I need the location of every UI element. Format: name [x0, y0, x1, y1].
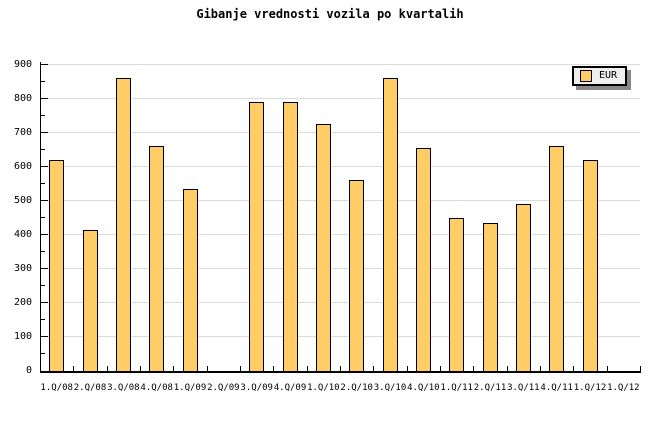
legend-swatch-icon [580, 70, 592, 82]
bar-1.Q/08 [49, 159, 65, 371]
bar-3.Q/08 [115, 78, 131, 371]
x-tick-label: 3.Q/11 [507, 383, 540, 393]
x-tick-label: 4.Q/09 [273, 383, 307, 393]
x-tick [440, 366, 441, 371]
x-tick [406, 366, 408, 371]
x-tick-label: 2.Q/08 [73, 383, 107, 393]
bar-3.Q/10 [382, 78, 398, 371]
y-major-tick [41, 234, 48, 236]
bar-4.Q/08 [149, 146, 165, 371]
gridline [40, 98, 640, 100]
x-tick [606, 366, 608, 371]
x-tick-label: 2.Q/10 [340, 383, 373, 393]
y-tick-label: 900 [13, 58, 32, 70]
x-tick-label: 2.Q/11 [473, 383, 507, 393]
x-tick [640, 366, 641, 371]
bar-2.Q/10 [349, 180, 365, 371]
x-tick [373, 366, 375, 371]
gridline [40, 132, 640, 134]
gridline [40, 302, 640, 304]
bar-2.Q/11 [482, 222, 498, 371]
x-tick [206, 366, 208, 371]
y-tick-label: 400 [13, 228, 32, 240]
chart-title: Gibanje vrednosti vozila po kvartalih [196, 7, 464, 21]
y-major-tick [41, 302, 48, 304]
x-tick [473, 366, 475, 371]
y-minor-tick [41, 319, 45, 321]
y-major-tick [41, 166, 48, 168]
bar-1.Q/09 [182, 188, 198, 371]
x-tick [573, 366, 575, 371]
x-tick-label: 1.Q/11 [440, 383, 473, 393]
y-tick-label: 100 [13, 330, 32, 342]
x-tick-label: 3.Q/10 [373, 383, 407, 393]
y-tick-label: 500 [13, 194, 32, 206]
x-tick [273, 366, 275, 371]
x-tick [306, 366, 308, 371]
y-tick-label: 800 [13, 92, 32, 104]
x-tick [106, 366, 108, 371]
y-tick-label: 700 [13, 126, 32, 138]
y-minor-tick [41, 217, 45, 219]
gridline [40, 268, 640, 270]
x-axis-line [40, 371, 641, 373]
bar-1.Q/12 [582, 159, 598, 371]
y-major-tick [41, 64, 48, 65]
x-tick [73, 366, 75, 371]
x-tick [173, 366, 175, 371]
x-tick-label: 2.Q/09 [207, 383, 240, 393]
x-tick [140, 366, 141, 371]
y-minor-tick [41, 183, 45, 185]
bar-4.Q/09 [282, 101, 298, 371]
x-tick [506, 366, 508, 371]
gridline [40, 200, 640, 202]
y-minor-tick [41, 285, 45, 287]
x-tick-label: 4.Q/11 [540, 383, 573, 393]
y-tick-label: 200 [13, 296, 32, 308]
x-tick-label: 4.Q/08 [140, 383, 173, 393]
x-tick-label: 3.Q/08 [107, 383, 140, 393]
x-tick [340, 366, 341, 371]
legend-label: EUR [599, 70, 618, 81]
bar-3.Q/11 [515, 204, 531, 371]
x-tick-label: 3.Q/09 [240, 383, 273, 393]
x-tick [240, 366, 241, 371]
gridline [40, 336, 640, 338]
y-tick-label: 300 [13, 262, 32, 274]
y-major-tick [41, 98, 48, 100]
y-major-tick [41, 200, 48, 202]
gridline [40, 234, 640, 236]
y-tick-label: 0 [25, 365, 32, 376]
x-tick [540, 366, 541, 371]
x-tick-label: 1.Q/09 [173, 383, 207, 393]
gridline [40, 64, 640, 65]
y-minor-tick [41, 353, 45, 355]
y-minor-tick [41, 251, 45, 253]
bar-1.Q/11 [449, 217, 465, 371]
bar-2.Q/08 [82, 229, 98, 371]
bar-1.Q/10 [315, 124, 331, 371]
legend: EUR [572, 66, 628, 86]
x-tick-label: 1.Q/08 [40, 383, 73, 393]
y-tick-label: 600 [13, 160, 32, 172]
x-tick-label: 4.Q/10 [407, 383, 440, 393]
x-tick-label: 1.Q/12 [573, 383, 607, 393]
y-major-tick [41, 132, 48, 134]
y-minor-tick [41, 81, 45, 83]
y-major-tick [41, 336, 48, 338]
bar-3.Q/09 [249, 101, 265, 371]
bar-4.Q/11 [549, 146, 565, 371]
x-tick-label: 1.Q/12 [607, 383, 640, 393]
gridline [40, 166, 640, 168]
bar-4.Q/10 [415, 147, 431, 371]
y-axis-line [40, 61, 41, 373]
y-major-tick [41, 268, 48, 270]
y-minor-tick [41, 149, 45, 151]
x-tick-label: 1.Q/10 [307, 383, 340, 393]
y-minor-tick [41, 115, 45, 117]
